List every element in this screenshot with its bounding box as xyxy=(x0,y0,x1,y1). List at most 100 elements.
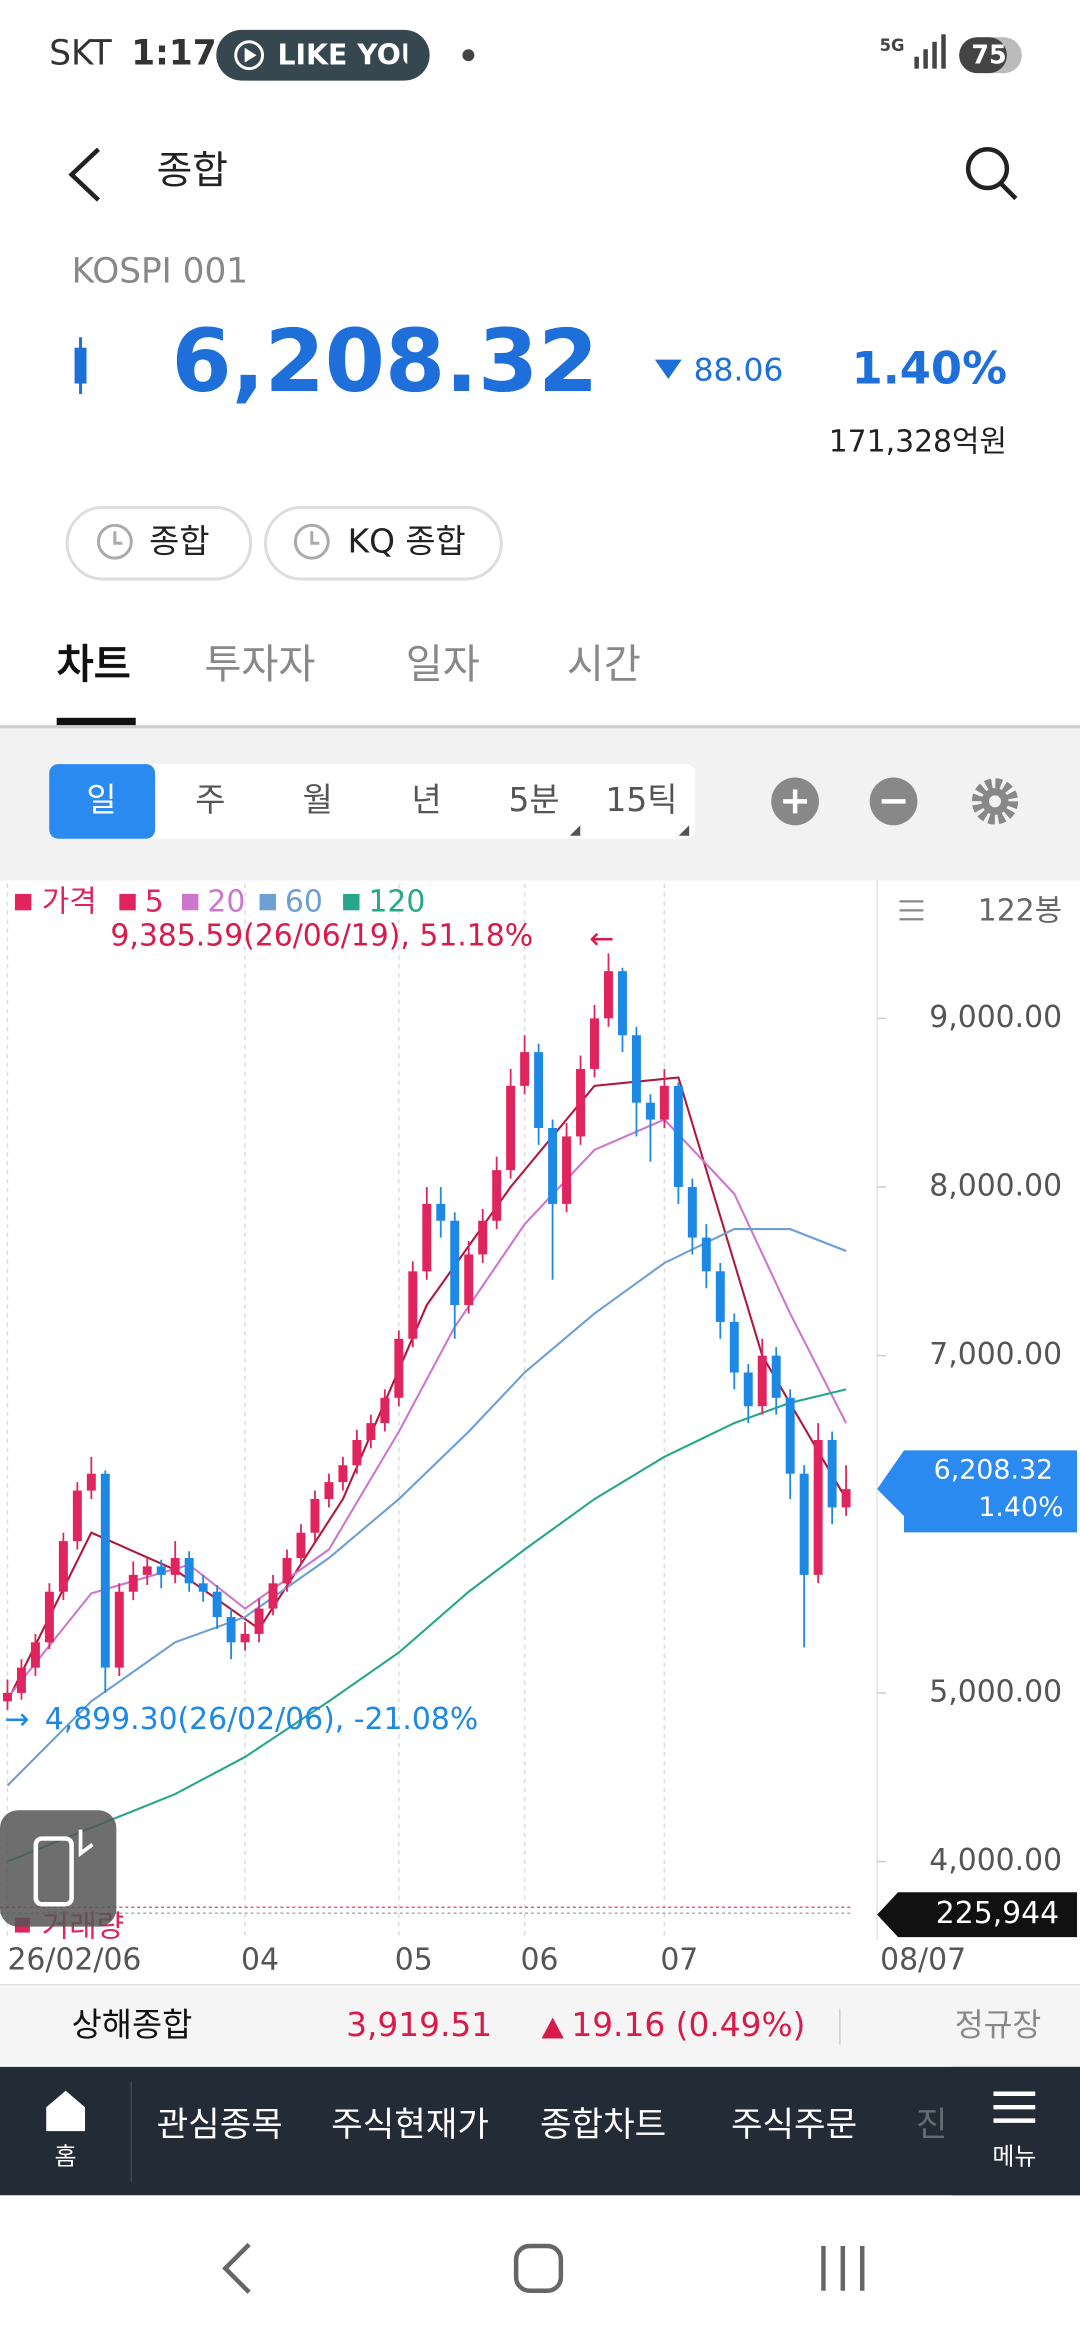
tab[interactable]: 일자 xyxy=(406,642,480,688)
legend-label: 5 xyxy=(145,884,164,919)
candle-body xyxy=(366,1423,376,1440)
nav-item[interactable]: 주식현재가 xyxy=(331,2105,489,2145)
legend-swatch xyxy=(259,893,276,911)
ticker-name: 상해종합 xyxy=(72,2006,193,2044)
candle-body xyxy=(673,1085,683,1188)
candle-body xyxy=(156,1566,166,1575)
legend-label: 120 xyxy=(368,884,425,919)
y-tick-label: 9,000.00 xyxy=(929,1000,1062,1035)
up-arrow xyxy=(541,2017,564,2039)
candle-body xyxy=(422,1203,432,1272)
candle-body xyxy=(562,1136,572,1204)
volume-value: 225,944 xyxy=(936,1896,1059,1931)
period[interactable]: 년 xyxy=(412,781,442,819)
nav-menu[interactable]: 메뉴 xyxy=(992,2142,1036,2170)
tab[interactable]: 시간 xyxy=(567,642,641,688)
rotate-button[interactable] xyxy=(0,1810,117,1927)
candle-body xyxy=(436,1203,446,1221)
down-arrow xyxy=(654,359,682,380)
back-button[interactable] xyxy=(68,147,100,202)
clock-icon xyxy=(310,531,320,545)
nav-item[interactable]: 진 xyxy=(916,2105,948,2145)
bottom-nav xyxy=(0,2066,1080,2196)
candle-body xyxy=(785,1397,795,1474)
candle-body xyxy=(701,1237,711,1272)
candle-body xyxy=(16,1667,26,1693)
ticker-change: 19.16 (0.49%) xyxy=(571,2006,805,2044)
candle-body xyxy=(142,1566,152,1575)
index-change-pct: 1.40% xyxy=(852,342,1007,395)
rotate-icon xyxy=(33,1836,74,1907)
sys-recents[interactable] xyxy=(821,2245,865,2291)
candle-body xyxy=(72,1490,82,1542)
chip[interactable] xyxy=(264,505,503,581)
candle-body xyxy=(604,971,613,1019)
candle-body xyxy=(645,1102,655,1120)
nav-item[interactable]: 관심종목 xyxy=(157,2105,283,2145)
period-selected[interactable] xyxy=(49,764,156,839)
legend-label: 가격 xyxy=(42,884,97,919)
play-icon xyxy=(234,40,265,71)
media-pill[interactable] xyxy=(216,29,430,81)
x-tick-label: 06 xyxy=(521,1942,559,1977)
tab-indicator xyxy=(56,717,136,726)
candle-body xyxy=(128,1574,138,1592)
bars-count: 122봉 xyxy=(978,893,1062,928)
tab[interactable]: 차트 xyxy=(57,642,131,688)
candle-body xyxy=(659,1085,669,1120)
candle-body xyxy=(44,1591,54,1643)
candle-body xyxy=(408,1271,418,1339)
candle-body xyxy=(282,1558,292,1584)
x-tick-label: 04 xyxy=(241,1942,279,1977)
y-tick-label: 4,000.00 xyxy=(929,1843,1062,1878)
candle-body xyxy=(380,1397,390,1424)
media-title: LIKE YOU xyxy=(277,39,423,72)
candle-body xyxy=(310,1498,320,1533)
x-tick-label: 07 xyxy=(660,1942,698,1977)
price-tag xyxy=(877,1450,1078,1533)
volume-tag xyxy=(877,1892,1078,1938)
candle-body xyxy=(324,1482,334,1499)
period[interactable]: 일 xyxy=(86,781,116,819)
nav-home[interactable]: 홈 xyxy=(55,2142,77,2170)
ticker-session: 정규장 xyxy=(955,2008,1041,2044)
candle-icon xyxy=(74,347,87,384)
sys-home[interactable] xyxy=(513,2243,564,2293)
candle-body xyxy=(520,1052,530,1086)
period[interactable]: 월 xyxy=(303,781,333,819)
network: 5G xyxy=(880,36,905,55)
period-bar xyxy=(49,764,696,839)
period[interactable]: 주 xyxy=(195,781,225,819)
candle-body xyxy=(30,1642,40,1668)
ticker-bar[interactable] xyxy=(0,1986,1080,2067)
search-button[interactable] xyxy=(965,146,1010,191)
carrier: SKT xyxy=(49,34,113,74)
plus-icon xyxy=(783,789,808,814)
clock-icon xyxy=(113,531,123,545)
candle-body xyxy=(338,1465,348,1483)
ma-line xyxy=(6,1076,848,1702)
tab[interactable]: 투자자 xyxy=(204,642,315,688)
candle-body xyxy=(478,1220,488,1255)
nav-item[interactable]: 주식주문 xyxy=(731,2105,857,2145)
settings-icon xyxy=(989,795,1001,808)
nav-item[interactable]: 종합차트 xyxy=(540,2105,666,2145)
candle-body xyxy=(394,1338,404,1398)
candle-body xyxy=(799,1473,809,1575)
candle-body xyxy=(170,1558,180,1575)
candle-body xyxy=(114,1591,124,1668)
chip-label: KQ 종합 xyxy=(348,523,466,561)
candle-body xyxy=(184,1558,194,1584)
candle-body xyxy=(226,1617,236,1643)
period[interactable]: 5분 xyxy=(508,781,559,819)
legend-label: 20 xyxy=(207,884,245,919)
legend-swatch xyxy=(119,893,136,911)
time: 1:17 xyxy=(131,34,216,74)
settings-button[interactable] xyxy=(971,778,1019,825)
candle-body xyxy=(757,1355,767,1407)
candle-body xyxy=(352,1439,362,1466)
period[interactable]: 15틱 xyxy=(605,781,677,819)
sys-back[interactable] xyxy=(222,2242,251,2294)
candle-body xyxy=(729,1321,739,1373)
